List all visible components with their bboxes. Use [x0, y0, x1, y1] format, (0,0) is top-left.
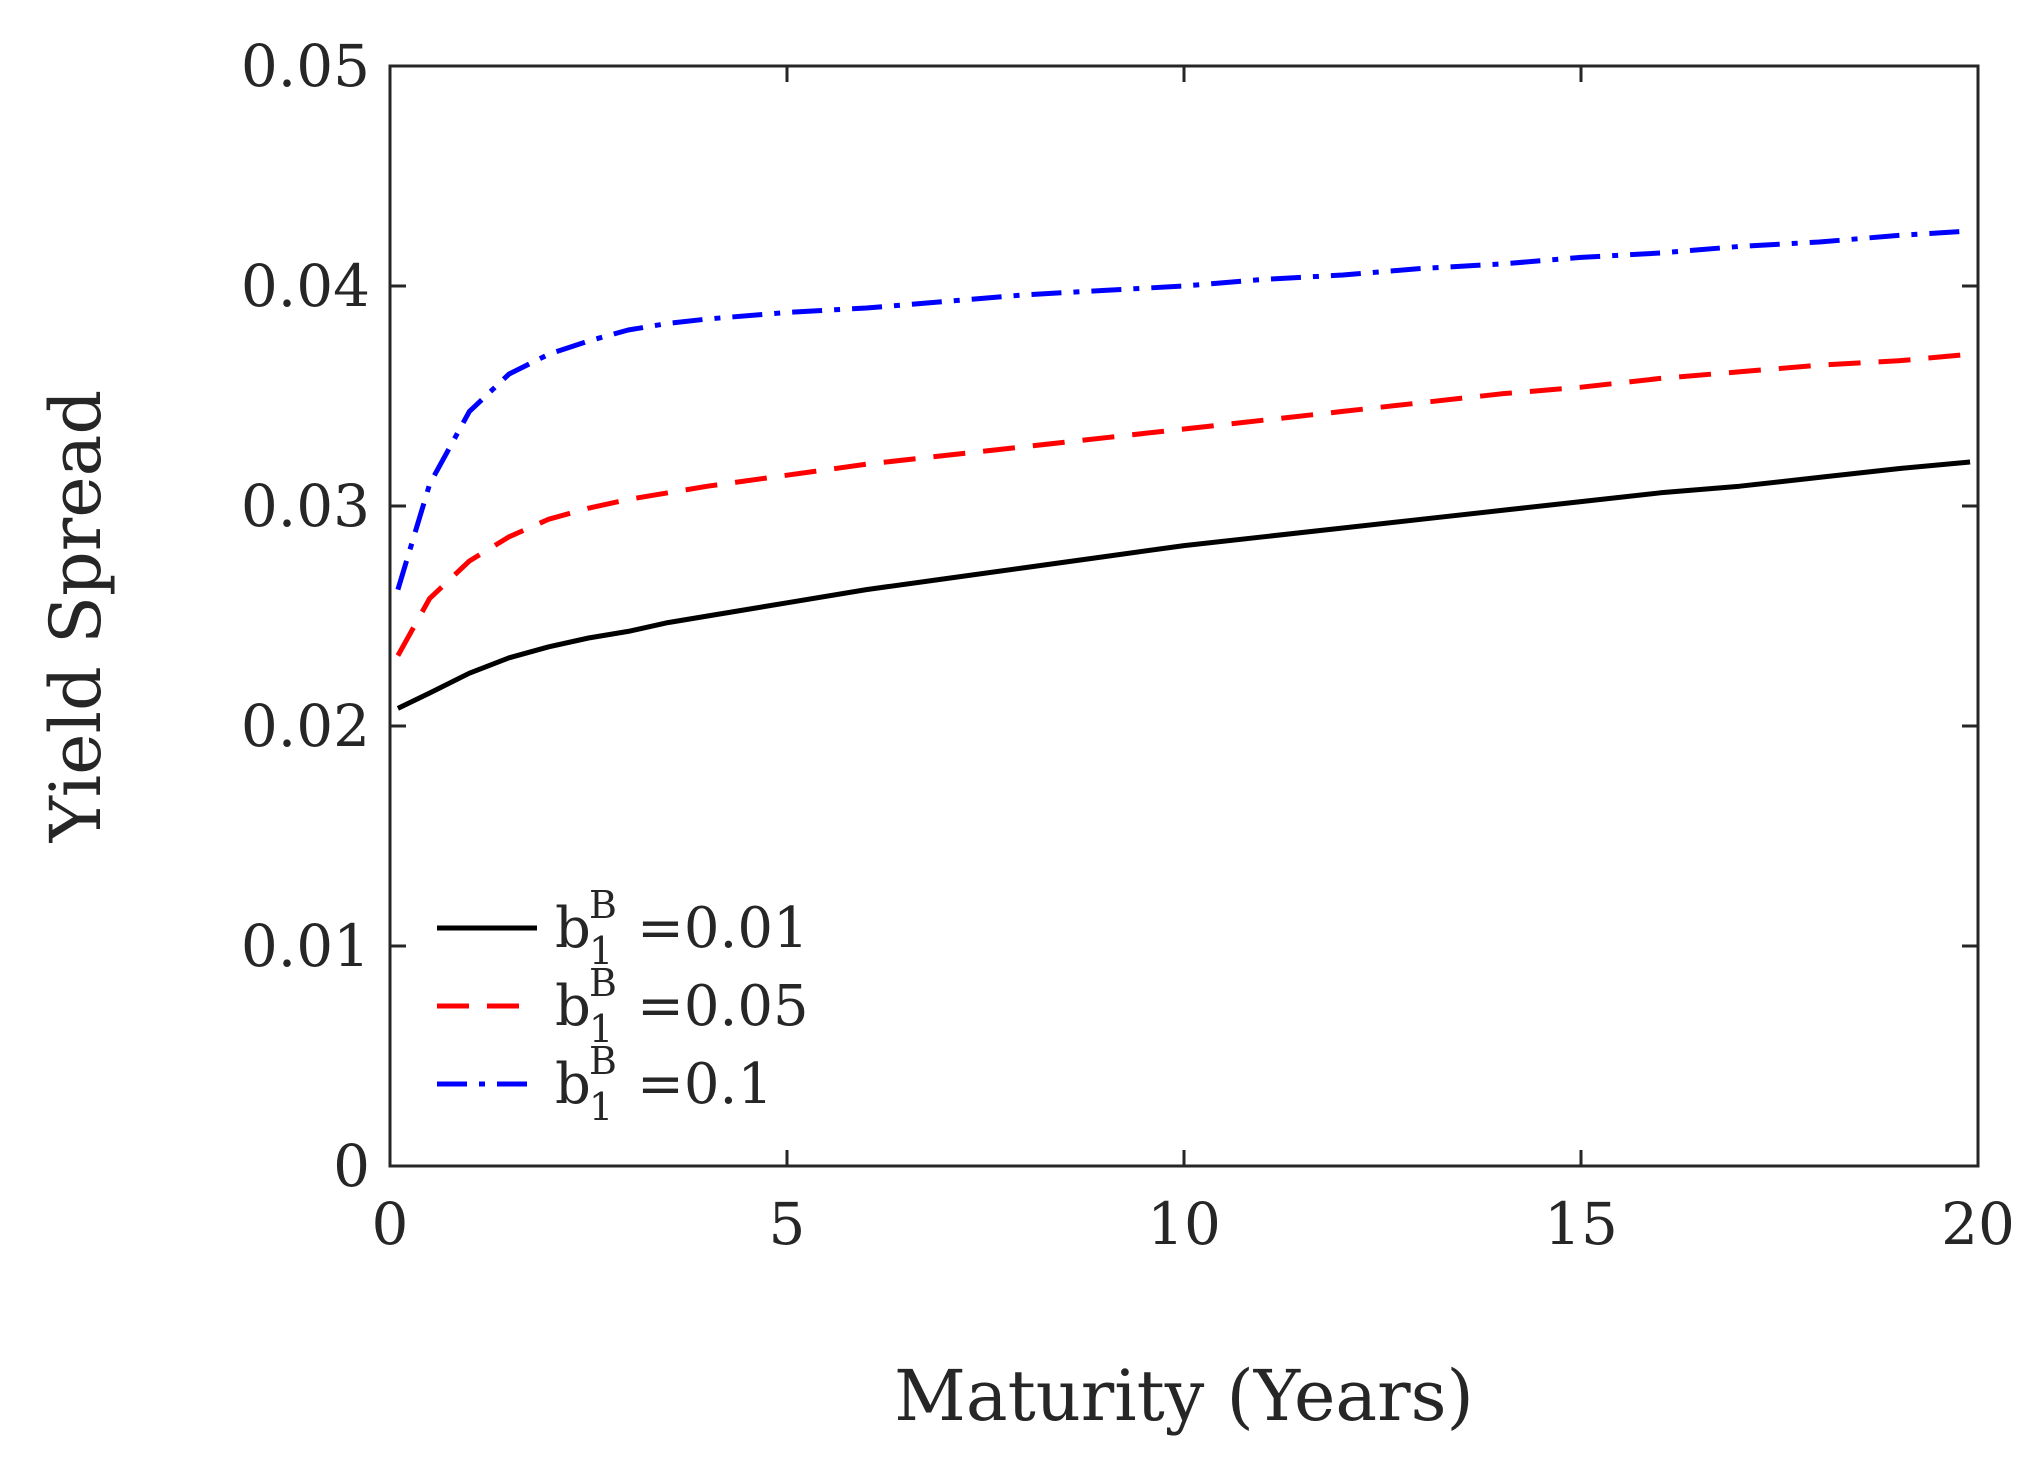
plot-frame: [388, 64, 1980, 1168]
x-tick-label: 10: [1147, 1190, 1221, 1258]
legend-label-sup: B: [589, 883, 617, 927]
legend-label-sub: 1: [589, 1007, 613, 1051]
x-tick-label: 5: [769, 1190, 806, 1258]
y-tick-label: 0.02: [241, 692, 370, 760]
y-tick-label: 0.03: [241, 472, 370, 540]
legend-entry: bB1 =0.01: [437, 883, 809, 973]
legend-label-value: =0.05: [637, 974, 809, 1039]
y-axis-title: Yield Spread: [35, 390, 117, 843]
legend-label-base: b: [555, 1052, 591, 1117]
legend-label-base: b: [555, 896, 591, 961]
y-tick-label: 0: [333, 1132, 370, 1200]
legend-label-sub: 1: [589, 1085, 613, 1129]
series-line-1: [396, 459, 1971, 711]
y-tick-label: 0.05: [241, 32, 370, 100]
x-tick-label: 0: [372, 1190, 409, 1258]
legend-label-sub: 1: [589, 929, 613, 973]
legend-label-value: =0.1: [637, 1052, 773, 1117]
axes-layer: [388, 64, 1980, 1168]
legend-label-value: =0.01: [637, 896, 809, 961]
legend-entry: bB1 =0.05: [437, 961, 809, 1051]
y-tick-label: 0.01: [241, 912, 370, 980]
x-tick-label: 15: [1544, 1190, 1618, 1258]
legend-label-sup: B: [589, 961, 617, 1005]
x-axis-title: Maturity (Years): [894, 1355, 1474, 1437]
y-tick-label: 0.04: [241, 252, 370, 320]
series-layer: [395, 228, 1971, 711]
legend-label-sup: B: [589, 1039, 617, 1083]
x-tick-label: 20: [1941, 1190, 2015, 1258]
ticks-layer: 0 5 10 15 20 0 0.01 0.02 0.03 0.04 0.05: [241, 32, 2015, 1258]
legend-entry: bB1 =0.1: [437, 1039, 773, 1129]
series-line-3: [395, 228, 1971, 591]
series-line-2: [395, 351, 1971, 657]
legend-label-base: b: [555, 974, 591, 1039]
